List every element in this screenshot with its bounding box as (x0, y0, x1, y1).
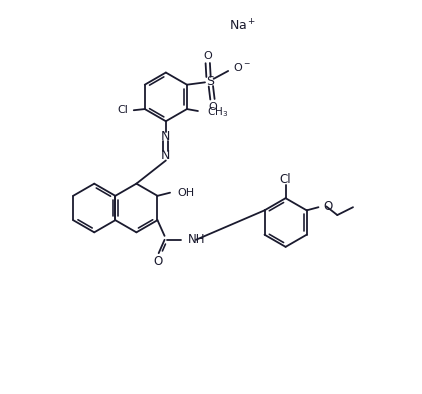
Text: CH$_3$: CH$_3$ (206, 105, 228, 119)
Text: N: N (161, 149, 170, 162)
Text: NH: NH (188, 233, 205, 246)
Text: N: N (161, 130, 170, 143)
Text: O: O (208, 102, 217, 112)
Text: OH: OH (177, 188, 194, 198)
Text: O: O (323, 199, 333, 212)
Text: Cl: Cl (280, 173, 292, 186)
Text: Cl: Cl (117, 105, 128, 115)
Text: O: O (153, 255, 162, 268)
Text: Na$^+$: Na$^+$ (229, 19, 256, 34)
Text: O$^-$: O$^-$ (233, 61, 251, 72)
Text: S: S (206, 75, 214, 88)
Text: O: O (203, 51, 212, 61)
